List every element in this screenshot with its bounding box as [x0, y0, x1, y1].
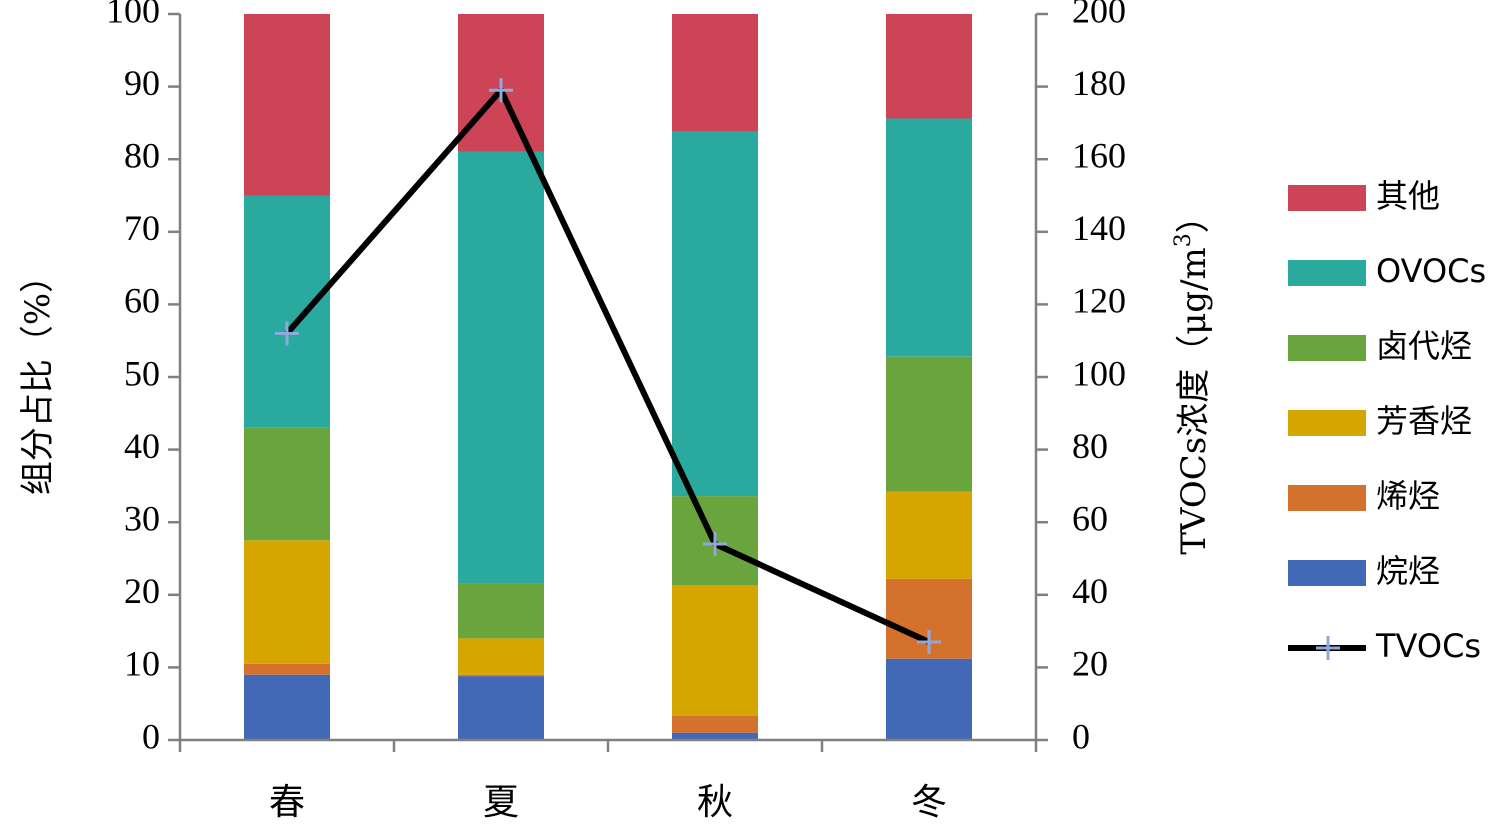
- y-tick-label: 50: [124, 353, 160, 393]
- ticks: 0 10 20 30 40 50 60 70 80 90 100 0 20 40 60 80 100 120 140…: [106, 0, 1126, 823]
- y-tick-label: 60: [124, 281, 160, 321]
- y-tick-label: 70: [124, 208, 160, 248]
- legend-item: 其他: [1288, 177, 1440, 215]
- y2-tick-label: 60: [1072, 498, 1108, 538]
- bar-segment-3-2: [886, 491, 972, 579]
- tvocs-marker: [489, 78, 513, 103]
- x-category-label: 夏: [483, 782, 519, 823]
- y-axis-title: 组分占比（%）: [18, 259, 58, 495]
- bar-segment-1-2: [458, 638, 544, 675]
- bar-segment-2-1: [672, 716, 758, 733]
- tvocs-line-series: [275, 78, 941, 654]
- tvocs-marker: [917, 629, 941, 654]
- legend-item: OVOCs: [1288, 252, 1486, 290]
- bar-segment-3-3: [886, 356, 972, 492]
- legend-item: 烷烃: [1288, 552, 1440, 590]
- y2-axis-title-main: TVOCs浓度（μg/m: [1174, 247, 1214, 555]
- y2-tick-label: 0: [1072, 716, 1090, 756]
- bar-segment-1-3: [458, 583, 544, 639]
- bar-segment-2-4: [672, 131, 758, 497]
- y-tick-label: 80: [124, 135, 160, 175]
- y2-tick-label: 20: [1072, 644, 1108, 684]
- legend-item: TVOCs: [1288, 627, 1481, 665]
- y-tick-label: 90: [124, 63, 160, 103]
- legend-label: 烯烃: [1376, 477, 1440, 515]
- legend-item: 烯烃: [1288, 477, 1440, 515]
- y-tick-label: 40: [124, 426, 160, 466]
- legend-swatch: [1288, 560, 1366, 586]
- y2-tick-label: 120: [1072, 281, 1126, 321]
- y2-tick-label: 80: [1072, 426, 1108, 466]
- legend-swatch: [1288, 335, 1366, 361]
- bar-segment-1-1: [458, 674, 544, 677]
- bar-segment-0-4: [244, 195, 330, 428]
- y2-tick-label: 140: [1072, 208, 1126, 248]
- legend-swatch: [1288, 260, 1366, 286]
- legend-label: 芳香烃: [1376, 402, 1472, 440]
- bar-segment-0-5: [244, 14, 330, 196]
- bar-segment-3-5: [886, 14, 972, 119]
- x-category-label: 春: [269, 782, 305, 823]
- bar-segment-0-2: [244, 540, 330, 664]
- y2-tick-label: 200: [1072, 0, 1126, 30]
- bar-segment-0-1: [244, 663, 330, 675]
- bar-segment-1-4: [458, 151, 544, 584]
- y-tick-label: 30: [124, 498, 160, 538]
- tvocs-marker: [275, 321, 299, 346]
- legend-swatch: [1288, 185, 1366, 211]
- bar-segment-0-0: [244, 674, 330, 740]
- legend-label: TVOCs: [1375, 627, 1481, 665]
- y2-tick-label: 160: [1072, 135, 1126, 175]
- y-tick-label: 20: [124, 571, 160, 611]
- y2-tick-label: 40: [1072, 571, 1108, 611]
- tvocs-line: [284, 87, 931, 645]
- legend-swatch: [1288, 410, 1366, 436]
- y-tick-label: 10: [124, 644, 160, 684]
- legend-label: 其他: [1376, 177, 1440, 215]
- y2-axis-title-end: ）: [1174, 199, 1214, 233]
- y2-axis-title: TVOCs浓度（μg/m3）: [1171, 199, 1215, 555]
- y2-axis-title-sup: 3: [1171, 233, 1196, 247]
- legend-label: 卤代烃: [1376, 327, 1472, 365]
- legend-label: OVOCs: [1376, 252, 1486, 290]
- legend-item: 芳香烃: [1288, 402, 1472, 440]
- legend-item: 卤代烃: [1288, 327, 1472, 365]
- bar-segment-2-5: [672, 14, 758, 132]
- y-tick-label: 0: [142, 716, 160, 756]
- bar-segment-2-2: [672, 585, 758, 717]
- legend-swatch: [1288, 485, 1366, 511]
- bar-segment-1-0: [458, 676, 544, 740]
- x-category-label: 秋: [697, 782, 733, 823]
- stacked-bars: [244, 14, 972, 740]
- y2-tick-label: 180: [1072, 63, 1126, 103]
- bar-segment-3-4: [886, 118, 972, 357]
- y2-tick-label: 100: [1072, 353, 1126, 393]
- x-category-label: 冬: [911, 782, 947, 823]
- legend-label: 烷烃: [1376, 552, 1440, 590]
- y-tick-label: 100: [106, 0, 160, 30]
- bar-segment-3-0: [886, 658, 972, 740]
- tvocs-marker: [703, 531, 727, 556]
- bar-segment-2-0: [672, 732, 758, 740]
- bar-segment-0-3: [244, 427, 330, 541]
